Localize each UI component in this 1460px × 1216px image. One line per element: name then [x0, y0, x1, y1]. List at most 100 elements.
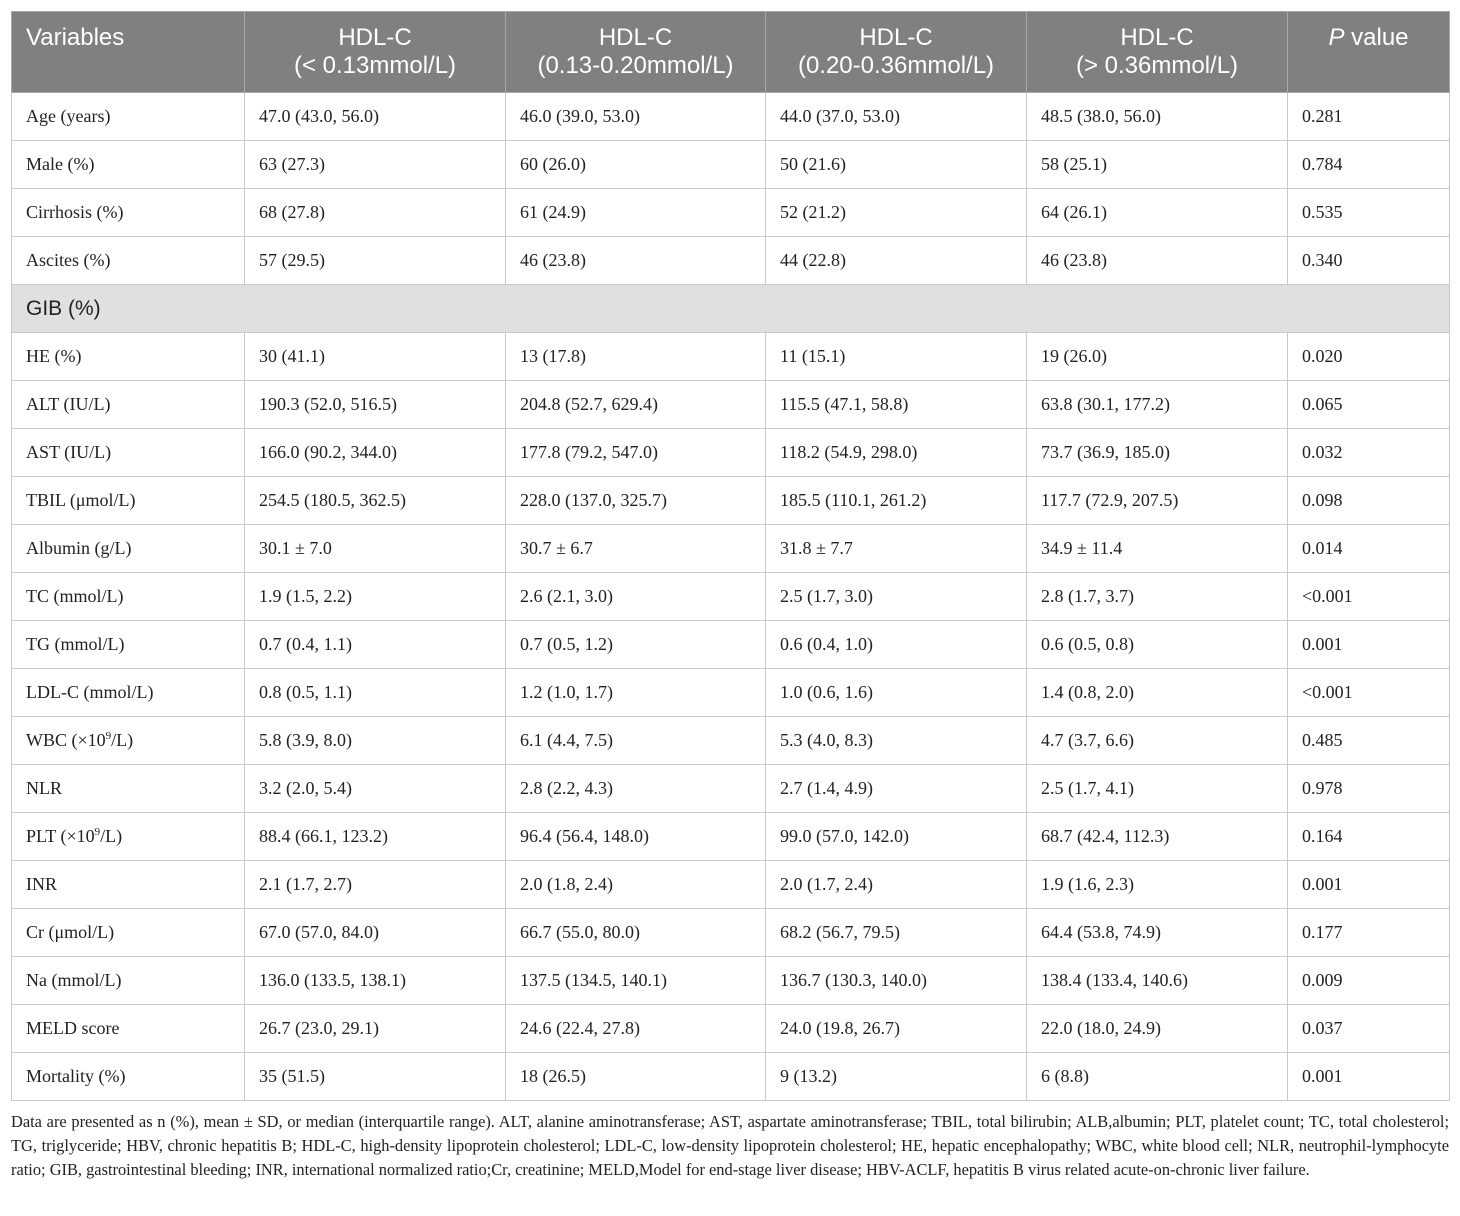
cell-value: 30 (41.1)	[244, 332, 506, 381]
table-row: AST (IU/L) 166.0 (90.2, 344.0) 177.8 (79.2…	[11, 428, 1450, 477]
cell-value: 137.5 (134.5, 140.1)	[505, 956, 766, 1005]
row-label: TBIL (μmol/L)	[11, 476, 245, 525]
cell-value: 5.3 (4.0, 8.3)	[765, 716, 1027, 765]
cell-value: 96.4 (56.4, 148.0)	[505, 812, 766, 861]
cell-value: 63.8 (30.1, 177.2)	[1026, 380, 1288, 429]
cell-p-value: 0.164	[1287, 812, 1450, 861]
cell-value: 166.0 (90.2, 344.0)	[244, 428, 506, 477]
cell-value: 118.2 (54.9, 298.0)	[765, 428, 1027, 477]
table-row: NLR 3.2 (2.0, 5.4) 2.8 (2.2, 4.3) 2.7 (1.4,…	[11, 764, 1450, 813]
table-row: Male (%) 63 (27.3) 60 (26.0) 50 (21.6) 58 (2…	[11, 140, 1450, 189]
cell-value: 3.2 (2.0, 5.4)	[244, 764, 506, 813]
cell-value: 22.0 (18.0, 24.9)	[1026, 1004, 1288, 1053]
cell-value: 61 (24.9)	[505, 188, 766, 237]
table-row: Na (mmol/L) 136.0 (133.5, 138.1) 137.5 (13…	[11, 956, 1450, 1005]
row-label: Age (years)	[11, 92, 245, 141]
row-label: AST (IU/L)	[11, 428, 245, 477]
data-table: Variables HDL-C (< 0.13mmol/L) HDL-C (0.…	[11, 11, 1450, 1101]
header-line2: (< 0.13mmol/L)	[293, 52, 457, 79]
cell-value: 67.0 (57.0, 84.0)	[244, 908, 506, 957]
cell-value: 35 (51.5)	[244, 1052, 506, 1101]
row-label-pre: PLT (×10	[26, 826, 95, 846]
table-row: TC (mmol/L) 1.9 (1.5, 2.2) 2.6 (2.1, 3.0) 2…	[11, 572, 1450, 621]
cell-value: 1.0 (0.6, 1.6)	[765, 668, 1027, 717]
cell-value: 26.7 (23.0, 29.1)	[244, 1004, 506, 1053]
cell-value: 52 (21.2)	[765, 188, 1027, 237]
row-label: WBC (×109/L)	[11, 716, 245, 765]
cell-p-value: 0.014	[1287, 524, 1450, 573]
row-label: MELD score	[11, 1004, 245, 1053]
section-row: GIB (%)	[11, 284, 1450, 333]
row-label: TG (mmol/L)	[11, 620, 245, 669]
row-label: Albumin (g/L)	[11, 524, 245, 573]
cell-value: 64.4 (53.8, 74.9)	[1026, 908, 1288, 957]
header-line2: (> 0.36mmol/L)	[1075, 52, 1239, 79]
table-row: ALT (IU/L) 190.3 (52.0, 516.5) 204.8 (52.7…	[11, 380, 1450, 429]
header-hdl-group-1: HDL-C (< 0.13mmol/L)	[244, 11, 506, 93]
row-label: Ascites (%)	[11, 236, 245, 285]
cell-value: 0.6 (0.5, 0.8)	[1026, 620, 1288, 669]
cell-value: 66.7 (55.0, 80.0)	[505, 908, 766, 957]
cell-p-value: 0.485	[1287, 716, 1450, 765]
cell-value: 2.0 (1.8, 2.4)	[505, 860, 766, 909]
row-label: Male (%)	[11, 140, 245, 189]
cell-value: 34.9 ± 11.4	[1026, 524, 1288, 573]
table-footnote: Data are presented as n (%), mean ± SD, …	[11, 1112, 1449, 1179]
row-label: TC (mmol/L)	[11, 572, 245, 621]
cell-value: 11 (15.1)	[765, 332, 1027, 381]
cell-value: 24.6 (22.4, 27.8)	[505, 1004, 766, 1053]
table-row: PLT (×109/L) 88.4 (66.1, 123.2) 96.4 (56.4…	[11, 812, 1450, 861]
cell-value: 46.0 (39.0, 53.0)	[505, 92, 766, 141]
table-row: LDL-C (mmol/L) 0.8 (0.5, 1.1) 1.2 (1.0, 1.…	[11, 668, 1450, 717]
cell-value: 64 (26.1)	[1026, 188, 1288, 237]
table-row: WBC (×109/L) 5.8 (3.9, 8.0) 6.1 (4.4, 7.5)…	[11, 716, 1450, 765]
cell-value: 5.8 (3.9, 8.0)	[244, 716, 506, 765]
header-p-italic: P	[1328, 24, 1345, 51]
header-hdl-group-2: HDL-C (0.13-0.20mmol/L)	[505, 11, 766, 93]
row-label: NLR	[11, 764, 245, 813]
cell-value: 31.8 ± 7.7	[765, 524, 1027, 573]
cell-value: 60 (26.0)	[505, 140, 766, 189]
row-label-sup: 9	[105, 730, 112, 742]
cell-value: 204.8 (52.7, 629.4)	[505, 380, 766, 429]
cell-value: 185.5 (110.1, 261.2)	[765, 476, 1027, 525]
row-label-post: /L)	[111, 730, 134, 750]
cell-p-value: 0.340	[1287, 236, 1450, 285]
row-label: ALT (IU/L)	[11, 380, 245, 429]
header-line1: HDL-C	[859, 24, 933, 51]
cell-value: 47.0 (43.0, 56.0)	[244, 92, 506, 141]
cell-p-value: 0.978	[1287, 764, 1450, 813]
table-row: Mortality (%) 35 (51.5) 18 (26.5) 9 (13.2) 6…	[11, 1052, 1450, 1101]
table-row: TG (mmol/L) 0.7 (0.4, 1.1) 0.7 (0.5, 1.2) 0…	[11, 620, 1450, 669]
cell-p-value: 0.001	[1287, 860, 1450, 909]
cell-value: 68.7 (42.4, 112.3)	[1026, 812, 1288, 861]
cell-value: 13 (17.8)	[505, 332, 766, 381]
cell-p-value: <0.001	[1287, 572, 1450, 621]
table-row: Albumin (g/L) 30.1 ± 7.0 30.7 ± 6.7 31.8 ± …	[11, 524, 1450, 573]
cell-value: 68.2 (56.7, 79.5)	[765, 908, 1027, 957]
cell-value: 88.4 (66.1, 123.2)	[244, 812, 506, 861]
table-row: HE (%) 30 (41.1) 13 (17.8) 11 (15.1) 19 (26.…	[11, 332, 1450, 381]
cell-value: 1.9 (1.6, 2.3)	[1026, 860, 1288, 909]
cell-value: 44 (22.8)	[765, 236, 1027, 285]
cell-value: 2.8 (2.2, 4.3)	[505, 764, 766, 813]
header-line1: HDL-C	[598, 24, 673, 51]
cell-value: 136.7 (130.3, 140.0)	[765, 956, 1027, 1005]
cell-value: 115.5 (47.1, 58.8)	[765, 380, 1027, 429]
cell-value: 2.1 (1.7, 2.7)	[244, 860, 506, 909]
cell-value: 0.8 (0.5, 1.1)	[244, 668, 506, 717]
row-label: INR	[11, 860, 245, 909]
table-container: Variables HDL-C (< 0.13mmol/L) HDL-C (0.…	[11, 11, 1450, 1182]
cell-value: 1.9 (1.5, 2.2)	[244, 572, 506, 621]
header-line1: HDL-C	[338, 24, 412, 51]
cell-value: 73.7 (36.9, 185.0)	[1026, 428, 1288, 477]
header-p-rest: value	[1344, 24, 1409, 51]
table-row: TBIL (μmol/L) 254.5 (180.5, 362.5) 228.0 (…	[11, 476, 1450, 525]
row-label: Na (mmol/L)	[11, 956, 245, 1005]
cell-value: 138.4 (133.4, 140.6)	[1026, 956, 1288, 1005]
cell-value: 228.0 (137.0, 325.7)	[505, 476, 766, 525]
cell-value: 2.7 (1.4, 4.9)	[765, 764, 1027, 813]
cell-value: 58 (25.1)	[1026, 140, 1288, 189]
header-hdl-group-4: HDL-C (> 0.36mmol/L)	[1026, 11, 1288, 93]
cell-p-value: <0.001	[1287, 668, 1450, 717]
